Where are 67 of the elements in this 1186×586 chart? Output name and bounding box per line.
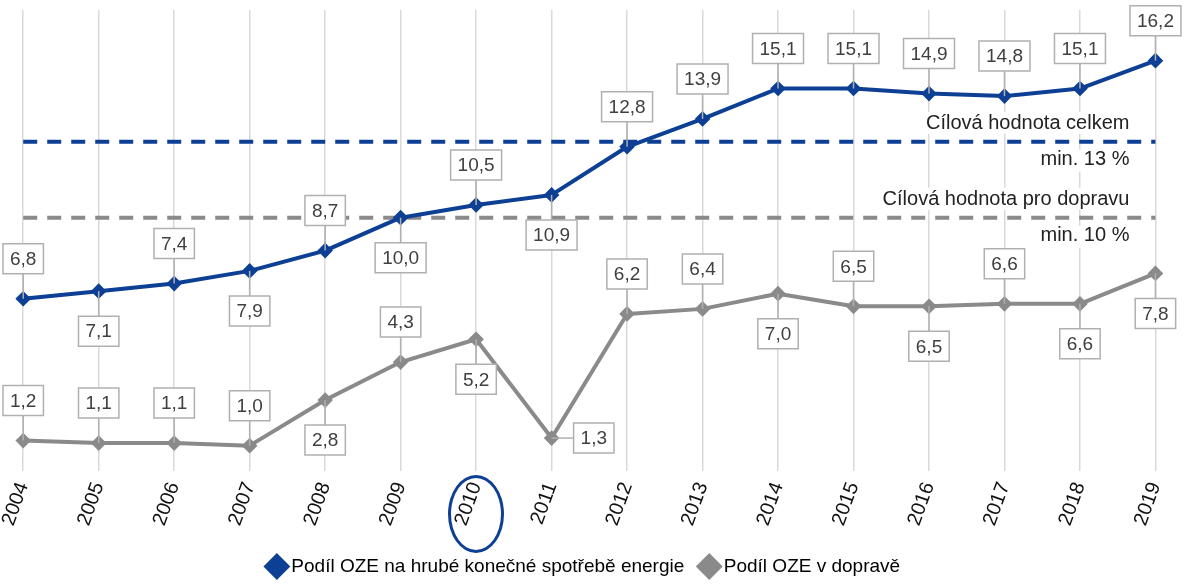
x-tick-label: 2009 [373,478,410,529]
point [695,111,710,126]
data-label: 6,8 [10,247,37,269]
data-label: 15,1 [1061,37,1099,59]
x-tick-label: 2011 [525,478,561,527]
x-tick-label: 2014 [751,478,787,529]
ref-line-label: Cílová hodnota pro dopravu min. 10 % [882,187,1130,246]
x-tick-label: 2018 [1053,478,1089,529]
data-label: 10,9 [533,224,571,246]
data-label: 7,1 [85,320,112,342]
x-tick-label: 2004 [0,478,33,529]
point [695,301,710,316]
x-tick-label: 2015 [826,478,863,529]
point [846,81,861,96]
data-label: 1,1 [85,392,112,414]
data-label: 14,9 [910,42,948,64]
data-label: 7,4 [160,232,188,254]
x-tick-label: 2016 [902,478,938,529]
x-tick-label: 2012 [600,478,637,529]
data-label: 13,9 [684,68,722,90]
point [242,438,257,453]
data-label: 1,0 [236,394,263,416]
data-label: 7,8 [1142,302,1169,324]
point [1148,53,1163,68]
point [997,89,1012,104]
x-tick-label: 2006 [147,478,184,529]
data-label: 15,1 [835,37,873,59]
point [393,210,408,225]
point [242,263,257,278]
point [393,355,408,370]
data-label: 10,5 [457,154,495,176]
legend-label: Podíl OZE v dopravě [723,554,901,576]
data-label: 12,8 [608,96,646,118]
data-label: 6,6 [1066,333,1094,355]
data-label: 6,4 [689,258,717,280]
data-label: 14,8 [985,45,1023,67]
x-tick-label: 2019 [1128,478,1165,529]
x-tick-label: 2007 [222,478,259,529]
x-tick-label: 2008 [298,478,335,529]
point [91,284,106,299]
x-tick-label: 2017 [977,478,1014,529]
x-tick-label: 2010 [449,478,486,529]
data-label: 1,2 [10,389,37,411]
data-label: 6,5 [915,335,943,357]
data-label: 1,1 [160,392,188,414]
ref-line-label: Cílová hodnota celkem min. 13 % [925,111,1130,170]
legend-label: Podíl OZE na hrubé konečné spotřebě energie [291,554,685,576]
data-label: 16,2 [1136,9,1174,31]
data-label: 6,2 [613,263,641,285]
point [846,299,861,314]
data-label: 10,0 [382,246,420,268]
data-label: 7,9 [236,300,263,322]
data-label: 6,5 [840,255,867,277]
data-label: 1,3 [580,427,608,449]
data-label: 6,6 [991,253,1018,275]
point [544,187,559,202]
point [997,296,1012,311]
point [91,436,106,451]
point [1148,266,1163,281]
x-tick-label: 2005 [71,478,108,529]
data-label: 4,3 [387,311,414,333]
data-label: 15,1 [759,37,797,59]
data-label: 7,0 [764,322,792,344]
data-label: 8,7 [311,199,339,221]
data-label: 2,8 [311,429,339,451]
x-tick-label: 2013 [675,478,712,529]
data-label: 5,2 [462,368,490,390]
